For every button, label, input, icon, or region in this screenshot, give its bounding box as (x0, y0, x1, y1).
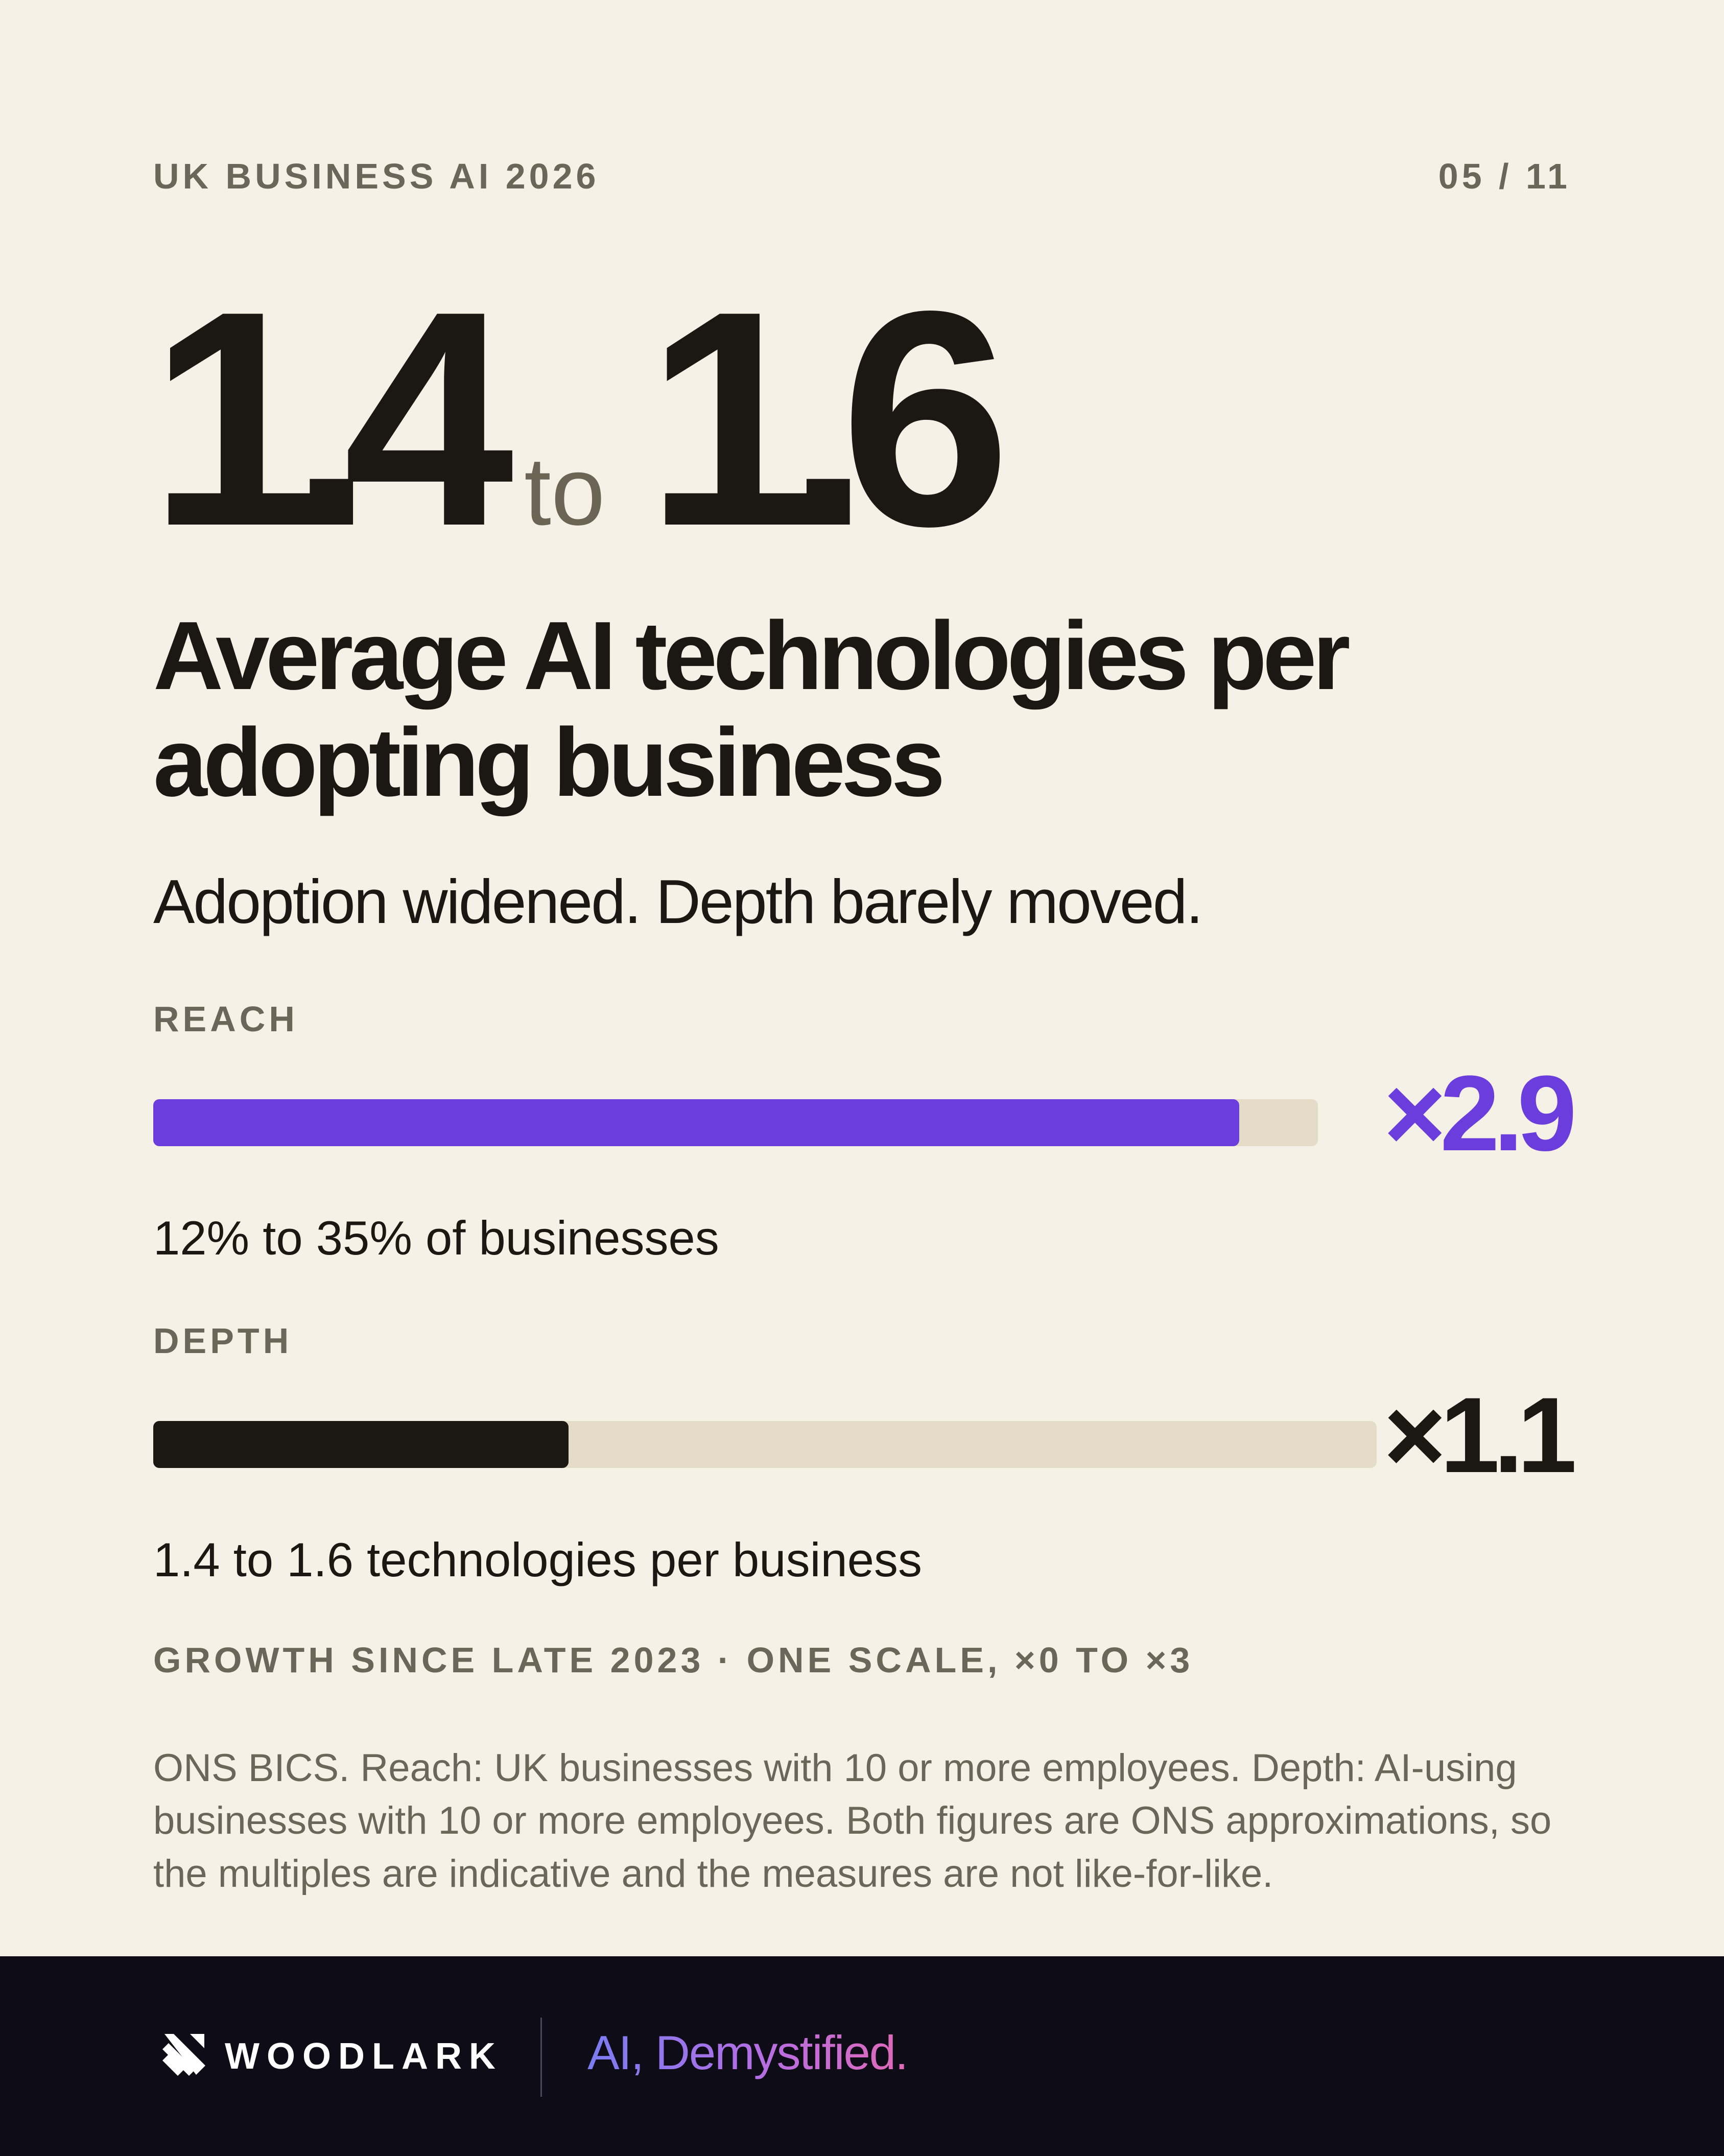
hero-to-value: 1.6 (646, 248, 1011, 590)
depth-note: 1.4 to 1.6 technologies per business (153, 1533, 923, 1586)
page-title: Average AI technologies per adopting bus… (153, 602, 1351, 817)
brand-tagline: AI, Demystified. (587, 2026, 908, 2079)
depth-label: DEPTH (153, 1321, 293, 1361)
depth-bar-track (153, 1421, 1377, 1468)
source-note: ONS BICS. Reach: UK businesses with 10 o… (153, 1746, 1552, 1896)
reach-label: REACH (153, 999, 298, 1039)
woodlark-logo-icon (158, 2029, 209, 2080)
hero-from-value: 1.4 (149, 248, 514, 590)
eyebrow-label: UK BUSINESS AI 2026 (153, 156, 600, 196)
reach-bar-fill (153, 1099, 1239, 1146)
scale-note: GROWTH SINCE LATE 2023 · ONE SCALE, ×0 T… (153, 1640, 1194, 1680)
reach-bar-track (153, 1099, 1318, 1146)
footer-divider (540, 2018, 542, 2097)
hero-connector: to (524, 437, 605, 546)
subtitle: Adoption widened. Depth barely moved. (153, 867, 1203, 936)
hero-range: 1.4 to 1.6 (149, 266, 1011, 572)
depth-multiplier: ×1.1 (1383, 1375, 1577, 1495)
brand-name: WOODLARK (225, 2036, 503, 2077)
reach-multiplier: ×2.9 (1383, 1053, 1577, 1173)
reach-note: 12% to 35% of businesses (153, 1211, 719, 1265)
page-number: 05 / 11 (1438, 156, 1571, 196)
footer-bar: WOODLARK AI, Demystified. (0, 1956, 1724, 2156)
depth-bar-fill (153, 1421, 569, 1468)
